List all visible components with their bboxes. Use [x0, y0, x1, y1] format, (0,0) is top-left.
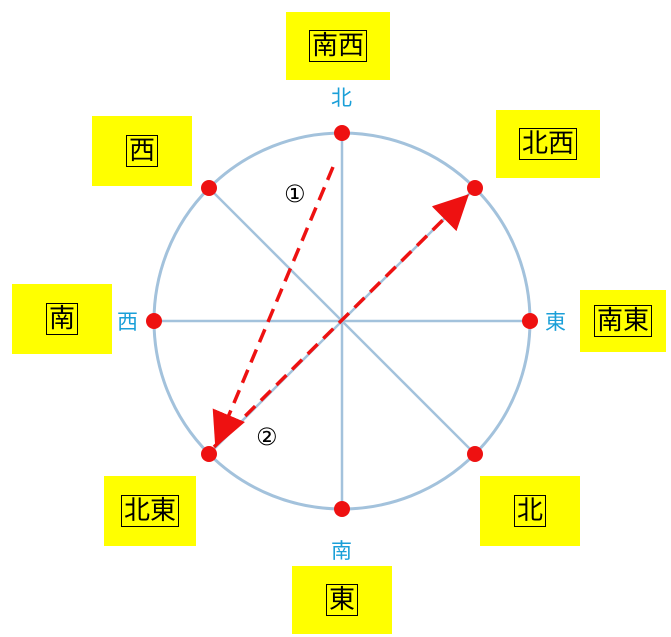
compass-label-north: 北: [331, 86, 352, 110]
box-top-text: 南西: [308, 30, 367, 62]
point-south: [334, 501, 350, 517]
step-marker-1: ①: [284, 180, 306, 208]
point-southwest: [201, 446, 217, 462]
point-west: [146, 313, 162, 329]
step-marker-2: ②: [256, 423, 278, 451]
box-bottom-left-text: 北東: [120, 495, 179, 527]
arrow-2: [212, 194, 469, 449]
point-north: [334, 125, 350, 141]
box-right: 南東: [580, 290, 666, 352]
box-top-right: 北西: [496, 110, 600, 178]
box-bottom-left: 北東: [104, 476, 196, 546]
compass-label-east: 東: [545, 310, 566, 334]
box-bottom-right: 北: [480, 476, 580, 546]
box-top-left-text: 西: [125, 135, 158, 167]
box-top: 南西: [286, 12, 390, 80]
compass-label-south: 南: [331, 539, 352, 563]
box-bottom-text: 東: [325, 584, 358, 616]
arrow-1: [212, 166, 335, 448]
point-northwest: [201, 180, 217, 196]
compass-label-west: 西: [117, 310, 138, 334]
box-left: 南: [12, 284, 112, 354]
point-southeast: [467, 446, 483, 462]
box-bottom: 東: [292, 566, 392, 634]
box-top-left: 西: [92, 116, 192, 186]
box-left-text: 南: [45, 303, 78, 335]
box-bottom-right-text: 北: [513, 495, 546, 527]
point-east: [522, 313, 538, 329]
box-top-right-text: 北西: [518, 128, 577, 160]
box-right-text: 南東: [593, 305, 652, 337]
point-northeast: [467, 180, 483, 196]
